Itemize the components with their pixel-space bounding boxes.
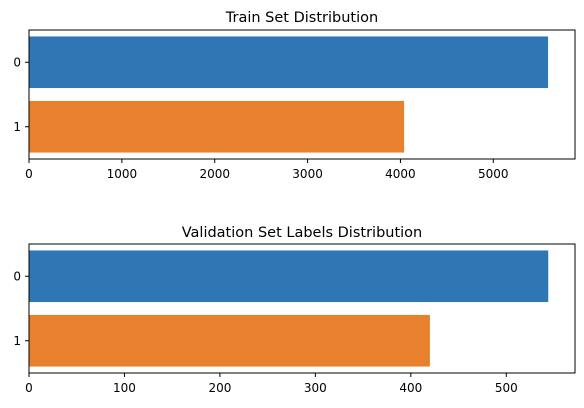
train-chart: Train Set Distribution 0 1 0 1000 2000 3000 40… [13, 10, 576, 181]
x-tick-label: 0 [25, 167, 33, 181]
x-tick-label: 100 [113, 381, 136, 395]
bar-1 [29, 314, 430, 367]
bar-0 [29, 250, 549, 303]
x-tick-label: 5000 [478, 167, 509, 181]
x-tick-label: 4000 [385, 167, 416, 181]
chart-title: Validation Set Labels Distribution [182, 225, 423, 241]
x-tick-label: 200 [208, 381, 231, 395]
y-tick-label: 1 [13, 334, 21, 348]
y-tick-label: 0 [13, 55, 21, 69]
x-tick-label: 500 [495, 381, 518, 395]
x-tick-label: 1000 [107, 167, 138, 181]
plot-frame [28, 29, 576, 160]
bar-0 [29, 36, 549, 89]
y-tick-label: 0 [13, 269, 21, 283]
y-tick-label: 1 [13, 120, 21, 134]
bar-1 [29, 100, 405, 153]
x-tick-label: 0 [25, 381, 33, 395]
x-tick-label: 400 [399, 381, 422, 395]
x-tick-label: 300 [304, 381, 327, 395]
chart-title: Train Set Distribution [225, 10, 378, 26]
x-tick-label: 2000 [199, 167, 230, 181]
plot-frame [28, 243, 576, 374]
x-tick-label: 3000 [292, 167, 323, 181]
validation-chart: Validation Set Labels Distribution 0 1 0 10… [13, 225, 576, 395]
